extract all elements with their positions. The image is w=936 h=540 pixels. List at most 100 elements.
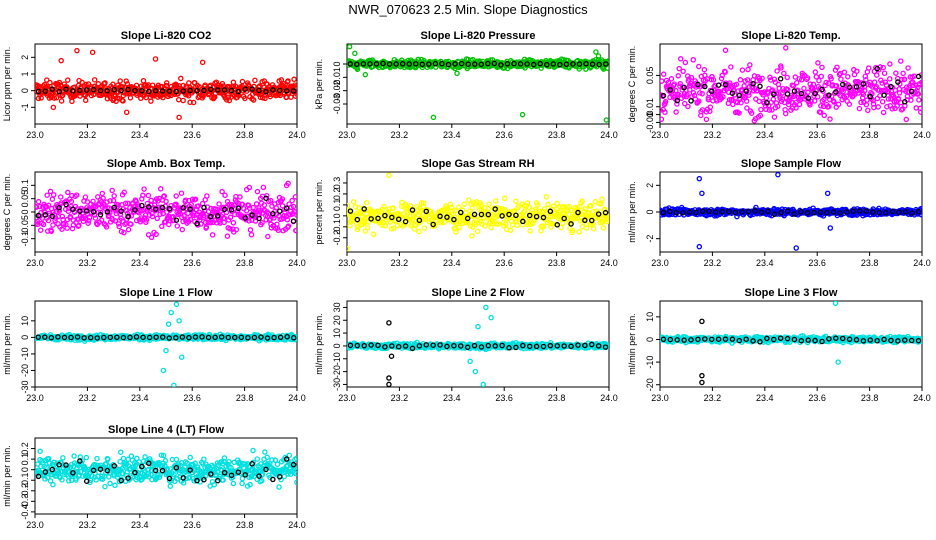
data-point (819, 64, 825, 71)
reference-point (290, 88, 297, 94)
reference-point (42, 334, 48, 340)
x-tick-label: 23.0 (26, 130, 44, 140)
reference-point (375, 215, 381, 222)
data-point (208, 205, 214, 212)
data-point (128, 221, 134, 227)
data-point (285, 223, 292, 229)
reference-point (533, 343, 540, 350)
y-tick-label: 20 (332, 315, 342, 325)
data-point (97, 209, 104, 216)
reference-point (55, 334, 61, 340)
reference-point (426, 61, 432, 67)
data-point (690, 90, 697, 96)
reference-point (382, 212, 388, 219)
y-tick-label: 0.1 (20, 179, 30, 192)
reference-point (277, 208, 283, 214)
data-point (357, 210, 363, 216)
reference-point (35, 88, 42, 95)
reference-point (506, 211, 512, 218)
data-point (690, 56, 697, 63)
reference-point (582, 217, 588, 224)
data-point (125, 226, 132, 233)
outlier-point (430, 114, 437, 121)
data-point (671, 81, 678, 87)
data-point (703, 116, 710, 123)
x-tick-label: 23.2 (391, 393, 409, 403)
x-tick-label: 23.6 (495, 258, 513, 268)
data-point (685, 103, 691, 110)
data-point (823, 79, 829, 86)
x-tick-label: 24.0 (600, 393, 618, 403)
outlier-point (696, 243, 703, 250)
data-point (845, 73, 851, 80)
data-point (746, 92, 752, 98)
data-point (474, 228, 481, 235)
reference-point (883, 209, 889, 216)
data-point (171, 217, 177, 224)
reference-point (49, 86, 55, 92)
data-point (550, 203, 557, 209)
y-tick-label: 10 (645, 312, 655, 322)
data-point (456, 224, 463, 231)
data-point (59, 213, 66, 220)
reference-point (373, 61, 380, 67)
data-point (816, 77, 822, 84)
data-point (527, 228, 533, 234)
data-point (915, 91, 922, 97)
reference-point (471, 342, 478, 349)
data-point (47, 188, 54, 195)
data-point (874, 72, 880, 78)
outlier-point (824, 190, 831, 197)
data-point (893, 70, 899, 76)
outlier-point (163, 347, 169, 354)
reference-point (347, 61, 354, 67)
reference-point (409, 345, 416, 352)
reference-point (173, 217, 180, 223)
data-point (260, 184, 267, 191)
x-tick-label: 24.0 (288, 258, 306, 268)
panel-title: Slope Line 3 Flow (745, 287, 838, 299)
panel-title: Slope Amb. Box Temp. (107, 158, 226, 170)
data-point (98, 217, 105, 223)
reference-point (695, 81, 701, 88)
reference-point (471, 61, 478, 67)
data-point (870, 97, 876, 104)
data-point (256, 83, 263, 89)
reference-point (90, 86, 97, 93)
data-point (65, 77, 71, 83)
reference-point (389, 343, 395, 349)
reference-point (166, 335, 173, 341)
data-point (247, 227, 254, 233)
y-tick-label: -10 (20, 347, 30, 360)
reference-point (464, 215, 471, 222)
y-tick-label: 10 (332, 328, 342, 338)
y-tick-label: -0.03 (332, 94, 342, 115)
data-point (859, 94, 866, 101)
data-point (908, 97, 914, 103)
data-point (38, 95, 44, 101)
data-point (568, 218, 575, 225)
reference-point (159, 88, 166, 94)
reference-point (127, 334, 133, 341)
data-point (838, 76, 844, 82)
reference-point (846, 84, 853, 90)
data-point (879, 98, 886, 105)
reference-point (758, 209, 765, 216)
reference-point (702, 83, 708, 90)
data-point (239, 201, 246, 208)
data-point (283, 94, 290, 100)
data-point (812, 69, 819, 75)
reference-point (563, 61, 570, 68)
outlier-point (347, 44, 353, 50)
y-axis-label: ml/min per min. (627, 313, 637, 375)
reference-point (35, 212, 42, 219)
x-tick-label: 23.2 (391, 130, 409, 140)
data-point (148, 234, 155, 241)
reference-point (526, 212, 533, 219)
reference-point (104, 88, 111, 94)
data-point (292, 93, 297, 99)
reference-point (765, 208, 771, 215)
data-point (92, 215, 99, 221)
y-axis-label: percent per min. (314, 179, 324, 244)
